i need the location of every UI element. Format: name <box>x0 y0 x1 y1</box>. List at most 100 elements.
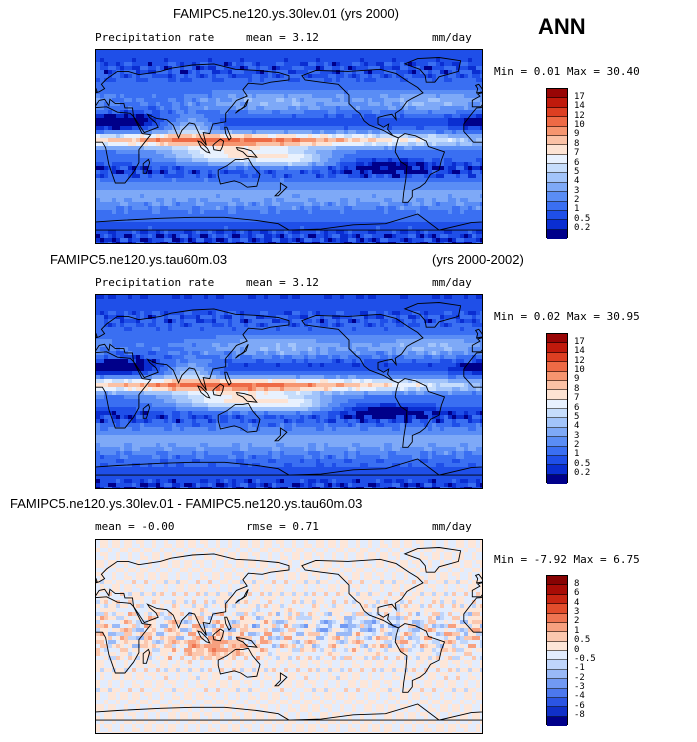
colorbar-segment <box>547 362 567 372</box>
colorbar-tick-label: 8 <box>574 578 580 589</box>
colorbar-segment <box>547 651 567 661</box>
panel2-map <box>95 294 483 489</box>
colorbar-tick-label: 8 <box>574 383 580 394</box>
panel3-mean: mean = -0.00 <box>95 520 175 533</box>
coastline-outline <box>235 589 249 604</box>
colorbar-segment <box>547 343 567 353</box>
colorbar-segment <box>547 594 567 605</box>
colorbar-tick-label: 5 <box>574 411 580 422</box>
coastline-outline <box>96 553 290 636</box>
colorbar-tick-label: 6 <box>574 588 580 599</box>
colorbar-tick-label: 0.5 <box>574 635 591 646</box>
coastline-outline <box>142 158 151 174</box>
colorbar-segment <box>547 409 567 419</box>
colorbar-segment <box>547 576 567 586</box>
colorbar-tick-label: 6 <box>574 157 580 168</box>
coastline-outline <box>212 138 225 152</box>
panel1-mean: mean = 3.12 <box>246 31 319 44</box>
colorbar-segment <box>547 707 567 717</box>
colorbar-tick-label: 8 <box>574 138 580 149</box>
coastline-outline <box>235 147 258 158</box>
map-canvas <box>96 540 482 733</box>
colorbar-segment <box>547 716 567 726</box>
colorbar-segment <box>547 352 567 363</box>
colorbar-segment <box>547 220 567 230</box>
colorbar-segment <box>547 632 567 642</box>
colorbar-segment <box>547 455 567 466</box>
colorbar-segment <box>547 117 567 127</box>
colorbar-segment <box>547 697 567 708</box>
coastline-outline <box>474 328 482 339</box>
panel3-title: FAMIPC5.ne120.ys.30lev.01 - FAMIPC5.ne12… <box>10 496 363 511</box>
coastline-outline <box>96 596 152 674</box>
coastline-outline <box>235 344 249 359</box>
coastline-outline <box>235 637 258 648</box>
panel3-minmax: Min = -7.92 Max = 6.75 <box>494 553 640 566</box>
colorbar-segment <box>547 604 567 614</box>
panel3-units: mm/day <box>432 520 472 533</box>
colorbar-segment <box>547 89 567 99</box>
colorbar-tick-label: -4 <box>574 691 585 702</box>
coastline-outline <box>224 616 232 631</box>
colorbar-tick-label: 12 <box>574 110 585 121</box>
coastline-outline <box>224 126 232 141</box>
colorbar-segment <box>547 585 567 595</box>
colorbar-segment <box>547 182 567 193</box>
panel2-minmax: Min = 0.02 Max = 30.95 <box>494 310 640 323</box>
colorbar-segment <box>547 399 567 409</box>
colorbar-segment <box>547 380 567 391</box>
panel2-title: FAMIPC5.ne120.ys.tau60m.03 <box>50 252 228 267</box>
colorbar-segment <box>547 126 567 136</box>
colorbar-tick-label: 10 <box>574 365 585 375</box>
colorbar-segment <box>547 688 567 698</box>
colorbar-segment <box>547 192 567 202</box>
coastline-outline <box>212 383 225 397</box>
coastline-outline <box>403 57 462 83</box>
panel2-colorbar <box>546 333 568 484</box>
coastline-outline <box>394 133 446 203</box>
colorbar-tick-label: 12 <box>574 355 585 366</box>
panel1-title: FAMIPC5.ne120.ys.30lev.01 (yrs 2000) <box>173 6 399 21</box>
colorbar-tick-label: -2 <box>574 672 585 683</box>
colorbar-segment <box>547 427 567 438</box>
colorbar-segment <box>547 418 567 428</box>
coastline-outline <box>96 216 291 231</box>
colorbar-tick-label: 14 <box>574 101 585 112</box>
colorbar-tick-label: 2 <box>574 195 580 205</box>
colorbar-segment <box>547 154 567 164</box>
coastline-outline <box>96 577 98 583</box>
colorbar-tick-label: 0.2 <box>574 223 591 234</box>
coastline-outline <box>288 458 482 476</box>
colorbar-segment <box>547 446 567 456</box>
colorbar-tick-label: 7 <box>574 148 580 159</box>
map-field <box>96 295 482 488</box>
colorbar-tick-label: -0.5 <box>574 653 596 664</box>
coastline-outline <box>301 313 424 384</box>
colorbar-tick-label: -3 <box>574 682 585 692</box>
coastline-outline <box>474 573 482 584</box>
coastlines <box>96 547 482 721</box>
map-field <box>96 540 482 733</box>
colorbar-tick-label: 0.2 <box>574 468 591 479</box>
coastline-outline <box>288 703 482 721</box>
panel1-colorbar <box>546 88 568 239</box>
colorbar-tick-label: 2 <box>574 440 580 450</box>
colorbar-tick-label: -6 <box>574 700 585 711</box>
colorbar-tick-label: 14 <box>574 346 585 357</box>
panel1-minmax: Min = 0.01 Max = 30.40 <box>494 65 640 78</box>
coastline-outline <box>235 392 258 403</box>
coastline-outline <box>217 157 261 188</box>
panel2-units: mm/day <box>432 276 472 289</box>
panel3-map <box>95 539 483 734</box>
colorbar-segment <box>547 613 567 623</box>
colorbar-tick-label: 1 <box>574 625 580 636</box>
panel2-years: (yrs 2000-2002) <box>432 252 524 267</box>
colorbar-segment <box>547 107 567 118</box>
colorbar-tick-label: 4 <box>574 421 580 432</box>
colorbar-segment <box>547 201 567 211</box>
colorbar-segment <box>547 210 567 221</box>
colorbar-segment <box>547 437 567 447</box>
coastline-outline <box>301 68 424 139</box>
coastline-outline <box>217 402 261 433</box>
colorbar-segment <box>547 229 567 239</box>
